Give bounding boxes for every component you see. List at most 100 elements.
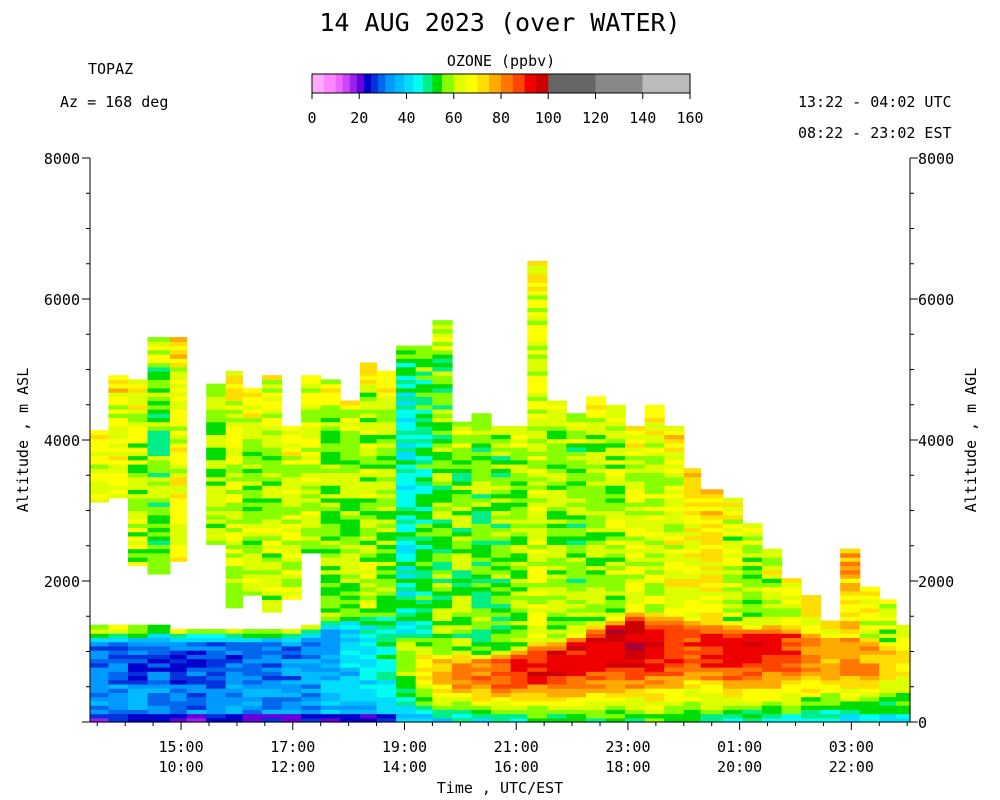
ozone-cell xyxy=(664,472,685,478)
ozone-cell xyxy=(415,603,434,609)
colorbar-tick-label: 60 xyxy=(445,109,463,127)
ozone-cell xyxy=(281,578,302,584)
ozone-cell xyxy=(683,603,702,609)
ozone-cell xyxy=(340,662,361,668)
ozone-cell xyxy=(566,628,587,634)
ozone-cell xyxy=(566,463,587,469)
ozone-cell xyxy=(147,540,171,545)
ozone-cell xyxy=(471,557,492,562)
ozone-cell xyxy=(722,633,744,638)
ozone-cell xyxy=(722,692,744,698)
ozone-cell xyxy=(415,345,434,351)
colorbar-tick-label: 100 xyxy=(535,109,562,127)
ozone-cell xyxy=(432,358,453,364)
ozone-cell xyxy=(471,514,492,520)
ozone-cell xyxy=(262,463,283,469)
ozone-cell xyxy=(127,696,149,702)
ozone-cell xyxy=(527,408,548,414)
ozone-cell xyxy=(359,459,378,465)
ozone-cell xyxy=(527,282,548,287)
ozone-cell xyxy=(320,502,341,507)
ozone-cell xyxy=(415,599,434,605)
ozone-cell xyxy=(359,408,378,414)
ozone-cell xyxy=(644,654,665,660)
ozone-cell xyxy=(147,383,171,389)
ozone-cell xyxy=(546,413,568,419)
ozone-cell xyxy=(781,624,802,630)
ozone-cell xyxy=(527,705,548,710)
ozone-cell xyxy=(90,624,110,630)
ozone-cell xyxy=(546,650,568,655)
ozone-cell xyxy=(432,557,453,562)
ozone-cell xyxy=(527,603,548,609)
ozone-cell xyxy=(301,633,322,638)
ozone-cell xyxy=(742,595,763,600)
ozone-cell xyxy=(376,688,397,693)
instrument-label: TOPAZ xyxy=(88,60,134,78)
ozone-cell xyxy=(186,700,207,706)
ozone-cell xyxy=(147,375,171,380)
ozone-cell xyxy=(225,679,244,685)
ozone-cell xyxy=(683,497,702,503)
ozone-cell xyxy=(262,476,283,482)
ozone-cell xyxy=(644,451,665,457)
ozone-cell xyxy=(859,709,880,715)
ozone-cell xyxy=(896,637,911,643)
ozone-cell xyxy=(491,700,512,706)
ozone-cell xyxy=(510,463,528,469)
ozone-cell xyxy=(415,349,434,355)
ozone-cell xyxy=(376,463,397,469)
ozone-cell xyxy=(546,506,568,512)
ozone-cell xyxy=(546,476,568,482)
ozone-cell xyxy=(225,497,244,503)
ozone-cell xyxy=(683,540,702,545)
ozone-cell xyxy=(186,637,207,643)
ozone-cell xyxy=(340,569,361,575)
ozone-cell xyxy=(262,599,283,605)
ozone-cell xyxy=(127,396,149,402)
ozone-cell xyxy=(340,535,361,541)
ozone-cell xyxy=(742,662,763,668)
ozone-cell xyxy=(510,586,528,592)
ozone-cell xyxy=(396,485,417,490)
ozone-cell xyxy=(451,700,473,706)
ozone-cell xyxy=(359,637,378,643)
ozone-cell xyxy=(781,654,802,660)
ozone-cell xyxy=(169,540,188,545)
ozone-cell xyxy=(206,692,227,698)
ozone-cell xyxy=(820,713,841,719)
ozone-cell xyxy=(147,633,171,638)
ozone-cell xyxy=(340,557,361,562)
ozone-cell xyxy=(396,552,417,558)
ozone-cell xyxy=(359,599,378,605)
ozone-cell xyxy=(359,688,378,693)
ozone-cell xyxy=(320,705,341,710)
ozone-cell xyxy=(396,654,417,660)
ozone-cell xyxy=(527,641,548,647)
ozone-cell xyxy=(359,616,378,622)
ozone-cell xyxy=(242,485,263,490)
ozone-cell xyxy=(527,700,548,706)
ozone-cell xyxy=(527,311,548,317)
ozone-cell xyxy=(90,667,110,672)
ozone-cell xyxy=(432,624,453,630)
ozone-cell xyxy=(169,518,188,524)
ozone-cell xyxy=(625,595,646,600)
ozone-cell xyxy=(625,641,646,647)
ozone-cell xyxy=(664,535,685,541)
ozone-cell xyxy=(491,683,512,689)
ozone-cell xyxy=(527,595,548,600)
ozone-cell xyxy=(566,425,587,431)
ozone-cell xyxy=(320,438,341,444)
ozone-cell xyxy=(376,599,397,605)
ozone-cell xyxy=(169,527,188,533)
ozone-cell xyxy=(206,493,227,499)
ozone-cell xyxy=(376,370,397,376)
ozone-cell xyxy=(376,573,397,579)
ozone-cell xyxy=(527,332,548,338)
ozone-cell xyxy=(471,421,492,427)
ozone-cell xyxy=(664,688,685,693)
ozone-cell xyxy=(605,603,626,609)
ozone-cell xyxy=(108,480,129,486)
ozone-cell xyxy=(169,650,188,655)
